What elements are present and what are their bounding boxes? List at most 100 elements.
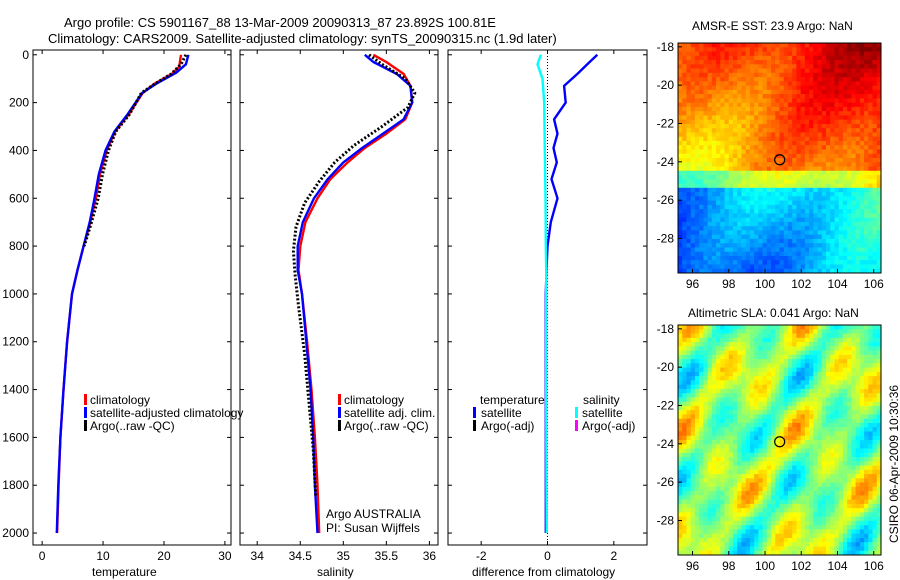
map-cell xyxy=(817,47,823,52)
map-cell xyxy=(800,251,806,257)
map-cell xyxy=(732,175,738,180)
map-cell xyxy=(800,512,806,518)
y-tick-label: 1600 xyxy=(2,430,29,444)
map-cell xyxy=(775,170,780,176)
map-cell xyxy=(800,60,806,65)
map-cell xyxy=(724,111,730,116)
map-cell xyxy=(758,89,763,95)
map-cell xyxy=(737,482,742,488)
map-cell xyxy=(851,512,857,518)
map-cell xyxy=(842,495,848,501)
map-cell xyxy=(745,512,751,518)
map-cell xyxy=(741,431,747,437)
map-cell xyxy=(821,255,827,261)
salinity-series xyxy=(291,53,417,534)
map-cell xyxy=(716,393,721,398)
map-cell xyxy=(826,55,831,61)
map-cell xyxy=(800,376,806,381)
map-cell xyxy=(783,77,789,82)
map-cell xyxy=(779,187,785,193)
map-cell xyxy=(864,474,869,479)
map-cell xyxy=(762,94,768,99)
map-cell xyxy=(876,72,882,78)
map-cell xyxy=(809,60,814,65)
map-cell xyxy=(851,123,857,129)
map-cell xyxy=(686,380,692,386)
map-cell xyxy=(821,346,827,351)
map-cell xyxy=(728,183,734,189)
map-cell xyxy=(732,230,738,236)
map-cell xyxy=(682,204,687,210)
map-cell xyxy=(737,499,742,505)
map-cell xyxy=(826,363,831,368)
map-cell xyxy=(720,51,725,57)
map-cell xyxy=(720,414,725,420)
map-cell xyxy=(716,136,721,142)
map-cell xyxy=(716,158,721,163)
map-cell xyxy=(834,213,840,219)
map-cell xyxy=(711,166,717,172)
map-cell xyxy=(766,359,772,364)
map-cell xyxy=(694,192,700,197)
map-cell xyxy=(800,346,806,351)
map-cell xyxy=(783,371,789,377)
map-cell xyxy=(741,51,747,57)
map-cell xyxy=(737,60,742,65)
map-cell xyxy=(749,251,755,257)
map-cell xyxy=(855,260,861,265)
map-cell xyxy=(783,346,789,351)
map-cell xyxy=(686,64,692,69)
map-cell xyxy=(868,55,873,61)
map-cell xyxy=(720,359,725,364)
map-cell xyxy=(813,516,818,522)
map-cell xyxy=(690,119,696,125)
map-cell xyxy=(686,153,692,159)
map-cell xyxy=(809,72,814,78)
map-cell xyxy=(766,102,772,108)
map-cell xyxy=(876,260,882,265)
map-cell xyxy=(741,350,747,356)
map-cell xyxy=(842,388,848,394)
map-cell xyxy=(716,405,721,411)
map-cell xyxy=(838,371,844,377)
map-cell xyxy=(821,179,827,184)
map-cell xyxy=(690,43,696,48)
map-cell xyxy=(821,380,827,386)
map-cell xyxy=(838,346,844,351)
map-cell xyxy=(800,213,806,219)
map-cell xyxy=(868,166,873,172)
map-cell xyxy=(678,234,683,240)
map-cell xyxy=(771,371,776,377)
map-cell xyxy=(834,166,840,172)
map-cell xyxy=(711,94,717,99)
map-cell xyxy=(678,469,683,475)
map-cell xyxy=(754,520,759,526)
map-cell xyxy=(817,359,823,364)
map-cell xyxy=(732,98,738,104)
map-cell xyxy=(699,346,704,351)
map-cell xyxy=(703,388,709,394)
map-cell xyxy=(842,77,848,82)
map-cell xyxy=(851,153,857,159)
map-cell xyxy=(724,247,730,253)
map-cell xyxy=(864,55,869,61)
map-cell xyxy=(868,77,873,82)
map-cell xyxy=(864,516,869,522)
map-cell xyxy=(872,427,878,432)
map-cell xyxy=(813,414,818,420)
map-cell xyxy=(758,140,763,146)
map-cell xyxy=(830,136,835,142)
map-cell xyxy=(678,457,683,462)
map-cell xyxy=(749,388,755,394)
map-cell xyxy=(703,247,709,253)
map-cell xyxy=(703,187,709,193)
map-cell xyxy=(872,435,878,441)
map-cell xyxy=(678,440,683,445)
map-cell xyxy=(732,354,738,360)
map-cell xyxy=(741,354,747,360)
map-cell xyxy=(847,192,852,197)
map-cell xyxy=(703,342,709,347)
map-cell xyxy=(737,440,742,445)
map-cell xyxy=(830,51,835,57)
map-cell xyxy=(796,221,802,227)
